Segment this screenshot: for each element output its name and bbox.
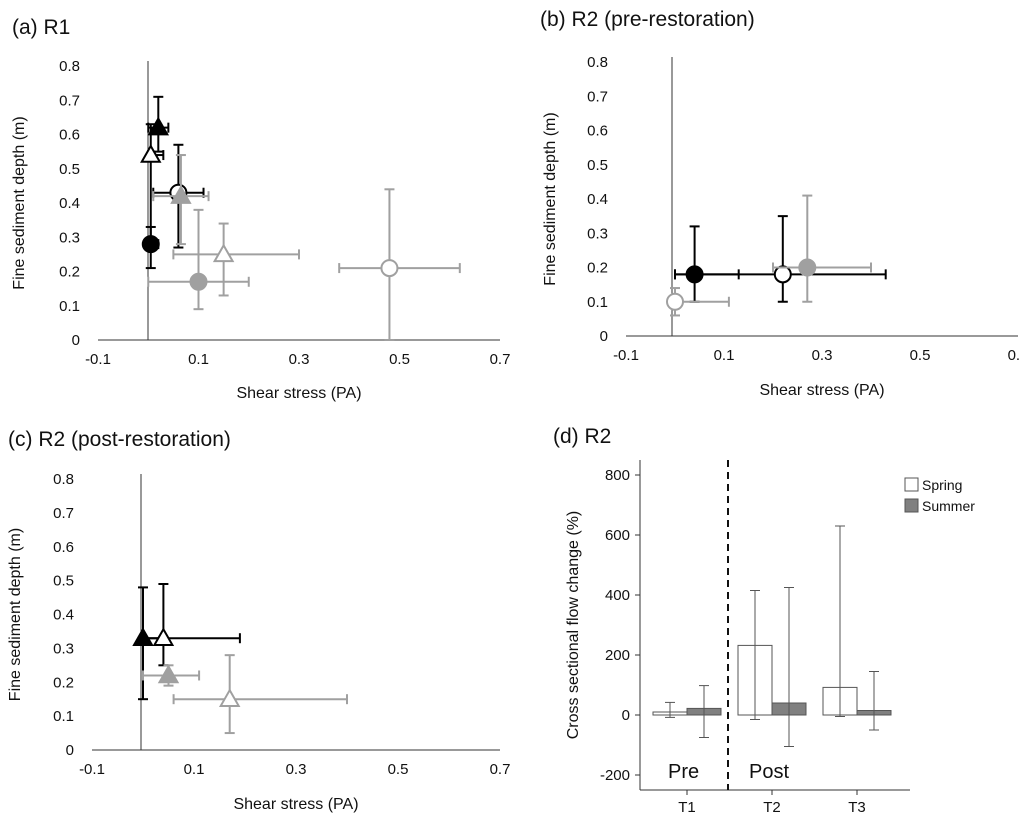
y-tick-label: 0 bbox=[600, 328, 608, 345]
y-tick-label: 200 bbox=[605, 647, 630, 664]
y-tick-label: 0 bbox=[66, 742, 74, 759]
data-point bbox=[772, 194, 872, 303]
data-point bbox=[142, 664, 201, 687]
y-tick-label: 0.7 bbox=[59, 92, 80, 109]
y-tick-label: 0.7 bbox=[53, 505, 74, 522]
y-tick-label: 0.5 bbox=[59, 161, 80, 178]
y-tick-label: 0.6 bbox=[59, 127, 80, 144]
x-axis-title: Shear stress (PA) bbox=[233, 796, 358, 813]
y-axis-title: Cross sectional flow change (%) bbox=[565, 511, 582, 740]
y-tick-label: 0.8 bbox=[59, 58, 80, 75]
data-point bbox=[147, 208, 250, 311]
y-tick-label: 0.4 bbox=[59, 195, 80, 212]
y-tick-label: 0.4 bbox=[587, 191, 608, 208]
circle-marker bbox=[773, 265, 792, 284]
legend-label-spring: Spring bbox=[922, 477, 962, 493]
y-tick-label: 0.8 bbox=[53, 471, 74, 488]
x-tick-label: 0.7 bbox=[490, 761, 511, 778]
data-point bbox=[338, 188, 461, 341]
y-tick-label: -200 bbox=[600, 767, 630, 784]
x-tick-label: T3 bbox=[848, 799, 866, 816]
chart-b: (b) R2 (pre-restoration) 0 0.1 0.2 0.3 0.4 0.5… bbox=[540, 8, 1020, 399]
y-tick-label: 600 bbox=[605, 527, 630, 544]
x-tick-label: 0.5 bbox=[389, 351, 410, 368]
y-tick-label: 0.6 bbox=[587, 123, 608, 140]
x-tick-label: 0.3 bbox=[812, 347, 833, 364]
x-axis-title: Shear stress (PA) bbox=[236, 385, 361, 402]
triangle-marker bbox=[212, 243, 235, 263]
y-tick-label: 0 bbox=[622, 707, 630, 724]
y-tick-label: 0.8 bbox=[587, 54, 608, 71]
circle-marker bbox=[798, 258, 817, 277]
data-point bbox=[142, 583, 241, 667]
circle-marker bbox=[380, 259, 399, 278]
circle-marker bbox=[189, 272, 208, 291]
y-tick-label: 0.1 bbox=[59, 298, 80, 315]
y-tick-label: 400 bbox=[605, 587, 630, 604]
x-tick-label: 0.7 bbox=[1008, 347, 1020, 364]
y-tick-label: 0.2 bbox=[587, 260, 608, 277]
chart-d: (d) R2 -200 0 200 400 600 800 T1 T2 T3 Pre Post Spri… bbox=[553, 425, 975, 816]
x-tick-label: 0.7 bbox=[490, 351, 511, 368]
y-tick-label: 0.1 bbox=[587, 294, 608, 311]
data-point bbox=[172, 654, 348, 735]
x-tick-label: T2 bbox=[763, 799, 781, 816]
y-axis-title: Fine sediment depth (m) bbox=[11, 116, 28, 289]
x-tick-label: 0.3 bbox=[289, 351, 310, 368]
post-annotation: Post bbox=[749, 761, 789, 783]
data-point bbox=[152, 154, 210, 246]
circle-marker bbox=[666, 292, 684, 311]
x-tick-label: 0.3 bbox=[286, 761, 307, 778]
y-tick-label: 0.3 bbox=[587, 225, 608, 242]
x-tick-label: -0.1 bbox=[613, 347, 639, 364]
y-tick-label: 0.3 bbox=[59, 229, 80, 246]
panel-title: (b) R2 (pre-restoration) bbox=[540, 8, 755, 31]
x-tick-label: 0.1 bbox=[188, 351, 209, 368]
panel-title: (c) R2 (post-restoration) bbox=[8, 428, 231, 451]
triangle-marker bbox=[140, 144, 162, 163]
y-tick-label: 0 bbox=[72, 332, 80, 349]
y-tick-label: 0.5 bbox=[587, 157, 608, 174]
x-tick-label: T1 bbox=[678, 799, 696, 816]
pre-annotation: Pre bbox=[668, 761, 699, 783]
data-point bbox=[172, 222, 300, 297]
x-tick-label: 0.5 bbox=[388, 761, 409, 778]
x-tick-label: 0.1 bbox=[714, 347, 735, 364]
chart-a: (a) R1 0 0.1 0.2 0.3 0.4 0.5 0.6 0.7 0.8 -0.1 0.1 0.… bbox=[11, 16, 510, 402]
panel-title: (a) R1 bbox=[12, 16, 70, 39]
legend-swatch-summer bbox=[904, 498, 919, 513]
y-tick-label: 0.4 bbox=[53, 607, 74, 624]
y-tick-label: 0.1 bbox=[53, 708, 74, 725]
y-tick-label: 0.6 bbox=[53, 539, 74, 556]
x-tick-label: 0.5 bbox=[910, 347, 931, 364]
triangle-marker bbox=[157, 664, 180, 684]
y-tick-label: 0.7 bbox=[587, 88, 608, 105]
triangle-marker bbox=[147, 116, 170, 136]
x-tick-label: -0.1 bbox=[79, 761, 105, 778]
legend-label-summer: Summer bbox=[922, 498, 975, 514]
y-tick-label: 0.3 bbox=[53, 640, 74, 657]
data-point bbox=[141, 225, 160, 270]
panel-title: (d) R2 bbox=[553, 425, 611, 448]
circle-marker bbox=[141, 235, 160, 254]
y-axis-title: Fine sediment depth (m) bbox=[542, 112, 559, 285]
legend-swatch-spring bbox=[904, 477, 919, 492]
x-tick-label: 0.1 bbox=[184, 761, 205, 778]
triangle-marker bbox=[152, 627, 175, 646]
y-tick-label: 0.2 bbox=[59, 264, 80, 281]
y-axis-title: Fine sediment depth (m) bbox=[7, 528, 24, 701]
x-axis-title: Shear stress (PA) bbox=[759, 382, 884, 399]
data-point bbox=[674, 215, 887, 303]
x-tick-label: -0.1 bbox=[85, 351, 111, 368]
y-tick-label: 800 bbox=[605, 467, 630, 484]
chart-c: (c) R2 (post-restoration) 0 0.1 0.2 0.3 0.4 0.… bbox=[7, 428, 510, 813]
triangle-marker bbox=[170, 185, 192, 204]
triangle-marker bbox=[218, 688, 241, 707]
data-point bbox=[674, 225, 740, 303]
y-tick-label: 0.2 bbox=[53, 674, 74, 691]
data-point bbox=[666, 287, 730, 317]
y-tick-label: 0.5 bbox=[53, 573, 74, 590]
